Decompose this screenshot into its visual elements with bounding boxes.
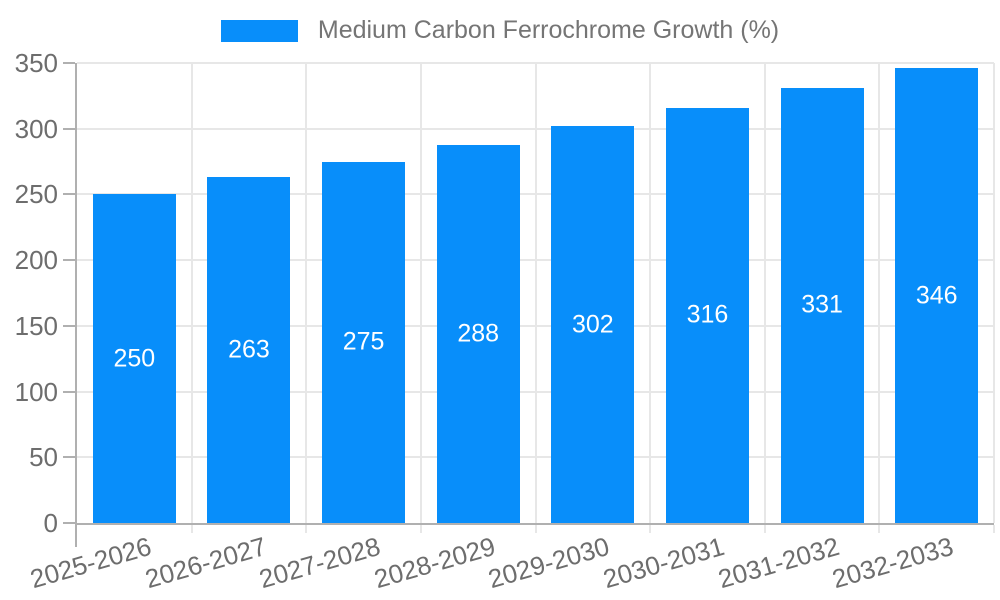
y-tick-label: 0 [43,508,58,538]
x-axis-origin-tick [75,525,77,547]
x-tick-label: 2030-2031 [599,531,728,595]
v-gridline [763,63,766,523]
y-axis-tick [63,193,75,196]
x-tick-label: 2031-2032 [714,531,843,595]
x-axis-tick [878,525,881,533]
x-tick-label: 2029-2030 [485,531,614,595]
x-axis-tick [649,525,652,533]
bar-value-label: 316 [686,300,729,329]
bar-value-label: 331 [801,290,843,319]
bar: 288 [436,144,520,523]
y-axis-tick [63,62,75,64]
v-gridline [649,63,652,523]
legend-label: Medium Carbon Ferrochrome Growth (%) [317,16,780,44]
y-tick-label: 300 [14,113,58,144]
x-tick-label: 2025-2026 [26,531,155,595]
bar: 263 [207,177,291,523]
legend-swatch [220,19,298,42]
y-axis-tick [63,127,75,130]
bar: 316 [665,107,749,523]
bar: 331 [780,87,864,523]
v-gridline [993,63,995,523]
y-tick-label: 100 [14,376,58,407]
bar-value-label: 302 [571,310,614,339]
y-tick-label: 200 [14,245,58,276]
y-tick-label: 150 [14,310,58,341]
x-axis-tick [993,525,995,533]
x-axis-tick [534,525,537,533]
bar-value-label: 263 [228,335,270,364]
v-gridline [878,63,881,523]
bar-slot: 250 [77,63,192,523]
legend: Medium Carbon Ferrochrome Growth (%) [0,16,1000,45]
x-tick-label: 2026-2027 [141,531,270,595]
y-tick-label: 350 [14,48,58,78]
v-gridline [419,63,422,523]
bar-slot: 275 [306,63,421,523]
x-axis-tick [419,525,422,533]
bar-value-label: 275 [342,327,385,356]
y-tick-label: 250 [14,179,58,210]
bar-slot: 316 [650,63,765,523]
v-gridline [534,63,537,523]
y-axis-tick [63,259,75,262]
x-tick-label: 2027-2028 [256,531,384,595]
bars-layer: 250 263 275 288 302 316 331 346 [77,63,994,523]
bar-slot: 288 [421,63,536,523]
bar-value-label: 346 [915,281,958,310]
v-gridline [190,63,193,523]
x-axis-tick [305,525,308,533]
x-axis-tick [763,525,766,533]
bar: 250 [92,194,176,523]
x-tick-label: 2032-2033 [829,531,957,595]
bar-slot: 302 [536,63,651,523]
x-axis-tick [190,525,193,533]
plot-area: 250 263 275 288 302 316 331 346 [63,62,995,547]
bar-value-label: 250 [113,344,156,373]
bar-slot: 346 [879,63,994,523]
bar-slot: 263 [192,63,307,523]
bar: 275 [322,161,406,523]
y-axis-tick [63,390,75,393]
y-tick-label: 50 [29,442,58,473]
v-gridline [305,63,308,523]
y-axis-tick [63,522,75,524]
bar-slot: 331 [765,63,880,523]
y-axis-tick [63,324,75,327]
bar: 302 [551,126,635,523]
bar: 346 [895,68,979,523]
x-tick-label: 2028-2029 [370,531,499,595]
bar-value-label: 288 [457,319,500,348]
y-axis-tick [63,456,75,459]
